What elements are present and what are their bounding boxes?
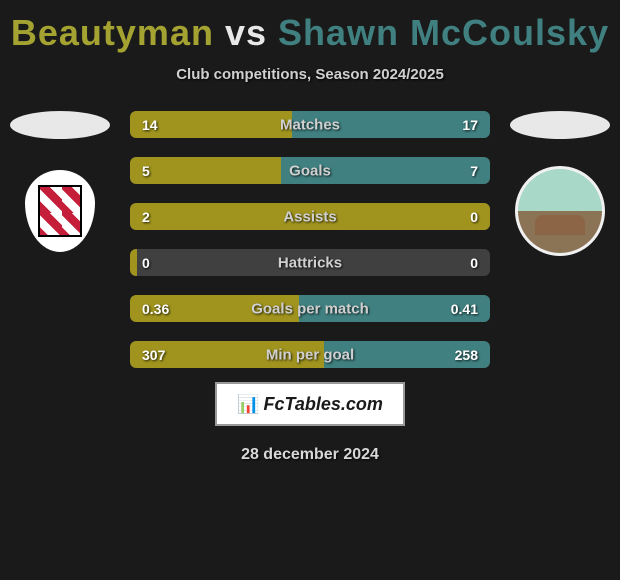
stat-bar-row: 14 17 Matches	[130, 111, 490, 138]
subtitle: Club competitions, Season 2024/2025	[0, 66, 620, 83]
bar-value-left: 14	[142, 117, 158, 133]
stat-bar-row: 307 258 Min per goal	[130, 341, 490, 368]
brand-box: 📊 FcTables.com	[215, 382, 405, 426]
player1-oval	[10, 111, 110, 139]
comparison-main: 14 17 Matches 5 7 Goals 2 0 Assists 0 0 Hattricks 0.…	[0, 111, 620, 368]
bar-value-right: 258	[455, 347, 478, 363]
stat-bar-row: 5 7 Goals	[130, 157, 490, 184]
bar-label: Min per goal	[266, 346, 354, 363]
bar-label: Goals	[289, 162, 331, 179]
footer: 📊 FcTables.com 28 december 2024	[0, 382, 620, 464]
bar-value-left: 0.36	[142, 301, 169, 317]
bar-label: Goals per match	[251, 300, 369, 317]
bar-label: Assists	[283, 208, 336, 225]
page-title: Beautyman vs Shawn McCoulsky	[0, 12, 620, 54]
player1-name: Beautyman	[11, 12, 214, 53]
bar-value-right: 17	[462, 117, 478, 133]
brand-text: FcTables.com	[264, 394, 383, 415]
player2-name: Shawn McCoulsky	[278, 12, 609, 53]
bar-value-left: 2	[142, 209, 150, 225]
player2-club-logo	[510, 169, 610, 253]
vs-text: vs	[225, 12, 267, 53]
bar-value-right: 0	[470, 209, 478, 225]
bar-value-left: 5	[142, 163, 150, 179]
bar-fill-left	[130, 249, 137, 276]
bar-value-left: 0	[142, 255, 150, 271]
bar-label: Matches	[280, 116, 340, 133]
bar-label: Hattricks	[278, 254, 342, 271]
player1-club-logo	[10, 169, 110, 253]
bar-value-right: 0.41	[451, 301, 478, 317]
bar-fill-left	[130, 157, 281, 184]
player2-oval	[510, 111, 610, 139]
bar-value-right: 0	[470, 255, 478, 271]
chart-icon: 📊	[237, 394, 259, 415]
player2-side	[510, 111, 610, 253]
woking-crest-icon	[25, 170, 95, 252]
bar-value-right: 7	[470, 163, 478, 179]
bar-value-left: 307	[142, 347, 165, 363]
stat-bar-row: 0.36 0.41 Goals per match	[130, 295, 490, 322]
stat-bar-row: 0 0 Hattricks	[130, 249, 490, 276]
date-text: 28 december 2024	[241, 446, 379, 464]
player1-side	[10, 111, 110, 253]
club-crest-icon	[515, 166, 605, 256]
main-container: Beautyman vs Shawn McCoulsky Club compet…	[0, 0, 620, 464]
stat-bars: 14 17 Matches 5 7 Goals 2 0 Assists 0 0 Hattricks 0.…	[130, 111, 490, 368]
stat-bar-row: 2 0 Assists	[130, 203, 490, 230]
